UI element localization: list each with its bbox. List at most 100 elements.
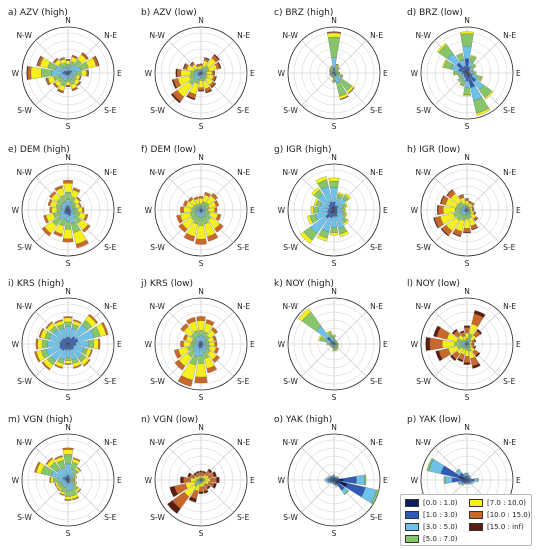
direction-label: S-E — [104, 243, 116, 252]
rose-wedge — [76, 70, 82, 76]
direction-label: E — [383, 476, 388, 485]
rose-wedge — [180, 476, 184, 484]
direction-label: W — [12, 206, 20, 215]
rose-wedge — [204, 57, 210, 61]
rose-wedge — [472, 481, 474, 484]
direction-label: N — [65, 423, 71, 432]
rose-wedge — [344, 212, 348, 218]
rose-wedge — [336, 341, 338, 344]
direction-label: S-E — [237, 513, 249, 522]
direction-label: N-E — [104, 31, 117, 40]
direction-label: W — [411, 476, 419, 485]
direction-label: N — [331, 16, 337, 25]
rose-wedge — [461, 483, 464, 486]
rose-wedge — [332, 334, 336, 336]
rose-wedge — [198, 486, 204, 492]
rose-wedge — [65, 490, 71, 497]
rose-wedge — [190, 342, 196, 346]
rose-wedge — [471, 226, 479, 231]
legend-swatch — [469, 499, 483, 507]
panel-title: p) YAK (low) — [407, 415, 461, 425]
direction-label: S-E — [237, 377, 249, 386]
panel-6: g) IGR (high)N S E W N-E N-W S-E S-W — [274, 145, 388, 268]
rose-wedge — [65, 60, 71, 65]
rose-wedge — [76, 196, 82, 202]
rose-wedge — [173, 349, 182, 359]
rose-wedge — [212, 355, 220, 363]
direction-label: W — [411, 69, 419, 78]
rose-wedge — [214, 200, 220, 207]
rose-wedge — [468, 474, 471, 476]
rose-wedge — [343, 219, 350, 226]
rose-wedge — [198, 491, 204, 494]
direction-label: N-W — [282, 438, 298, 447]
legend-swatch — [469, 511, 483, 519]
rose-wedge — [34, 461, 41, 473]
rose-wedge — [211, 192, 219, 200]
panel-0: a) AZV (high)N S E W N-E N-W S-E S-W — [8, 8, 122, 131]
panel-8: i) KRS (high)N S E W N-E N-W S-E S-W — [8, 279, 122, 402]
rose-wedge — [64, 363, 72, 365]
direction-label: S — [332, 259, 337, 268]
rose-wedge — [329, 68, 331, 70]
direction-label: N-W — [149, 438, 165, 447]
rose-wedge — [471, 363, 481, 369]
rose-wedge — [425, 337, 431, 351]
rose-wedge — [27, 66, 32, 80]
direction-label: E — [250, 69, 255, 78]
rose-wedge — [466, 482, 468, 484]
rose-wedge — [332, 335, 336, 340]
rose-wedge — [41, 361, 51, 371]
direction-label: N-E — [237, 168, 250, 177]
rose-wedge — [26, 66, 29, 80]
legend-label: [7.0 : 10.0) — [487, 499, 526, 507]
panel-2: c) BRZ (high)N S E W N-E N-W S-E S-W — [274, 8, 388, 131]
rose-wedge — [186, 316, 196, 325]
direction-label: N-W — [16, 31, 32, 40]
rose-wedge — [207, 233, 219, 242]
direction-label: W — [278, 340, 286, 349]
direction-label: W — [12, 340, 20, 349]
rose-wedge — [198, 330, 204, 336]
direction-label: S — [199, 259, 204, 268]
rose-wedge — [198, 196, 204, 199]
panel-title: h) IGR (low) — [407, 145, 460, 155]
rose-wedge — [66, 78, 70, 83]
rose-wedge — [458, 194, 464, 197]
rose-wedge — [463, 87, 471, 95]
rose-wedge — [76, 466, 82, 472]
rose-wedge — [182, 200, 188, 207]
rose-wedge — [43, 214, 49, 224]
direction-label: S-W — [17, 106, 32, 115]
rose-wedge — [472, 69, 474, 72]
rose-wedge — [49, 476, 51, 484]
rose-wedge — [210, 82, 217, 89]
rose-wedge — [311, 187, 320, 196]
panel-title: d) BRZ (low) — [407, 8, 463, 18]
rose-wedge — [63, 228, 73, 240]
rose-wedge — [78, 202, 82, 208]
rose-wedge — [206, 365, 217, 374]
rose-wedge — [472, 206, 474, 209]
legend-item: [10.0 : 15.0) — [469, 510, 530, 520]
rose-wedge — [190, 71, 195, 75]
rose-wedge — [333, 483, 335, 485]
direction-label: N — [65, 287, 71, 296]
rose-wedge — [52, 57, 58, 63]
rose-wedge — [56, 90, 64, 94]
rose-wedge — [470, 54, 477, 59]
rose-wedge — [182, 63, 187, 70]
panel-7: h) IGR (low) N S E W N-E N-W S-E S-W — [407, 145, 521, 268]
direction-label: N-W — [415, 438, 431, 447]
rose-wedge — [457, 79, 461, 83]
rose-wedge — [337, 70, 339, 73]
legend-swatch — [405, 511, 419, 519]
rose-wedge — [327, 476, 329, 479]
rose-wedge — [338, 476, 340, 479]
rose-wedge — [370, 489, 379, 505]
direction-label: S-E — [104, 106, 116, 115]
rose-wedge — [71, 478, 74, 482]
direction-label: S-W — [416, 106, 431, 115]
direction-label: S-E — [370, 513, 382, 522]
rose-wedge — [53, 477, 60, 483]
